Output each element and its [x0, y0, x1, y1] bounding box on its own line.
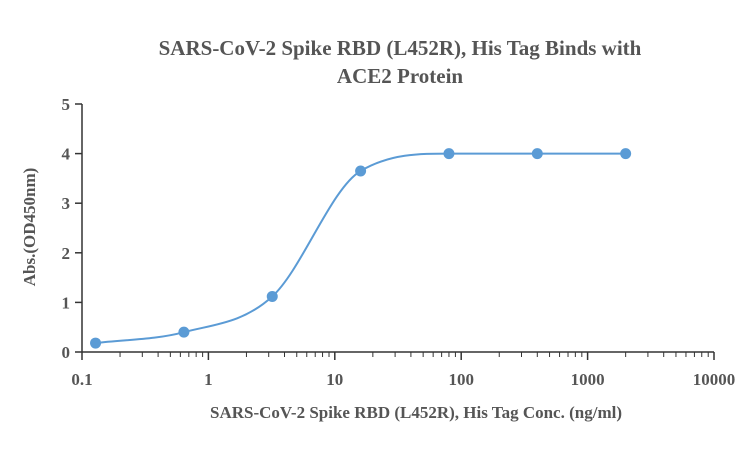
x-tick-label: 1: [204, 370, 213, 389]
x-tick-label: 0.1: [71, 370, 92, 389]
data-point: [620, 148, 632, 160]
data-point: [90, 337, 102, 349]
fit-curve-layer: [95, 152, 626, 345]
y-tick-label: 4: [62, 145, 71, 164]
chart-title-line-2: ACE2 Protein: [337, 64, 464, 88]
y-tick-label: 3: [62, 194, 71, 213]
data-point: [531, 148, 543, 160]
chart-title-line-1: SARS-CoV-2 Spike RBD (L452R), His Tag Bi…: [159, 36, 642, 60]
x-tick-label: 100: [448, 370, 474, 389]
x-tick-label: 10000: [693, 370, 736, 389]
x-axis-label: SARS-CoV-2 Spike RBD (L452R), His Tag Co…: [210, 403, 622, 422]
x-tick-label: 10: [326, 370, 343, 389]
y-tick-label: 2: [62, 244, 71, 263]
y-tick-label: 0: [62, 343, 71, 362]
data-point: [443, 148, 455, 160]
data-point: [355, 165, 367, 177]
x-tick-label: 1000: [571, 370, 605, 389]
y-tick-label: 5: [62, 95, 71, 114]
fit-curve: [95, 152, 626, 345]
y-tick-label: 1: [62, 293, 71, 312]
axes: 0.1 1 10 100 1000 10000 0 1 2 3 4 5: [62, 95, 736, 389]
data-point: [178, 326, 190, 338]
y-axis-label: Abs.(OD450nm): [20, 168, 39, 287]
data-points-layer: [90, 148, 632, 349]
data-point: [266, 290, 278, 302]
